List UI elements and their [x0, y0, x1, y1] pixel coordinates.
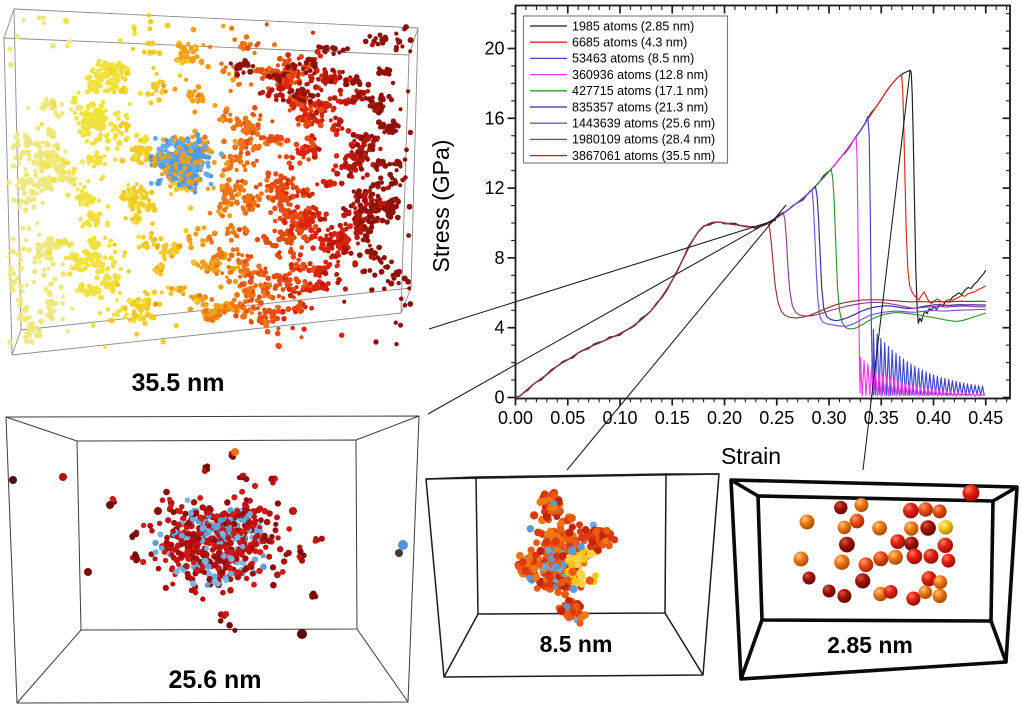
- plot-frame: [514, 4, 1011, 400]
- legend: 1985 atoms (2.85 nm) 6685 atoms (4.3 nm) 5…: [522, 15, 729, 164]
- x-tick-label: 0.05: [550, 408, 585, 428]
- panel-8.5nm: 8.5 nm: [425, 473, 720, 678]
- x-axis-label: Strain: [721, 443, 781, 469]
- x-tick-label: 0.15: [655, 408, 690, 428]
- y-tick-label: 4: [494, 318, 504, 338]
- legend-label: 3867061 atoms (35.5 nm): [572, 149, 715, 163]
- axis-tick-labels: 0.00 0.05 0.10 0.15 0.20 0.25 0.30 0.35 0.40 0.45…: [484, 39, 1003, 429]
- panel-label-2.85nm: 2.85 nm: [827, 632, 913, 658]
- panel-2.85nm: 2.85 nm: [729, 478, 1019, 681]
- y-axis-label: Stress (GPa): [428, 140, 454, 273]
- legend-item: 1980109 atoms (28.4 nm): [530, 133, 715, 147]
- y-tick-label: 0: [494, 388, 504, 408]
- legend-item: 427715 atoms (17.1 nm): [530, 84, 708, 98]
- legend-item: 360936 atoms (12.8 nm): [530, 68, 708, 82]
- atoms-25.6nm: [9, 448, 408, 639]
- series-curves: [515, 69, 987, 399]
- legend-label: 1985 atoms (2.85 nm): [572, 19, 694, 33]
- y-tick-label: 12: [484, 178, 504, 198]
- legend-label: 360936 atoms (12.8 nm): [572, 68, 708, 82]
- atoms-8.5nm: [514, 488, 619, 627]
- legend-label: 835357 atoms (21.3 nm): [572, 100, 708, 114]
- legend-item: 1443639 atoms (25.6 nm): [530, 117, 715, 131]
- wireframe-box-25.6nm: [5, 415, 420, 704]
- series-curve-8: [515, 221, 986, 399]
- atoms-2.85nm: [793, 484, 980, 606]
- x-tick-label: 0.40: [916, 408, 951, 428]
- atoms-35.5nm: [6, 13, 414, 350]
- x-tick-label: 0.45: [968, 408, 1003, 428]
- legend-label: 427715 atoms (17.1 nm): [572, 84, 708, 98]
- series-curve-4: [515, 168, 986, 399]
- legend-item: 835357 atoms (21.3 nm): [530, 100, 708, 114]
- legend-label: 6685 atoms (4.3 nm): [572, 36, 687, 50]
- panel-label-35.5nm: 35.5 nm: [131, 369, 224, 397]
- x-tick-label: 0.25: [759, 408, 794, 428]
- x-tick-label: 0.20: [707, 408, 742, 428]
- legend-label: 53463 atoms (8.5 nm): [572, 52, 694, 66]
- panel-25.6nm: 25.6 nm: [5, 415, 420, 704]
- legend-item: 6685 atoms (4.3 nm): [530, 36, 687, 50]
- y-tick-label: 20: [484, 39, 504, 59]
- callout-lines: [427, 70, 911, 471]
- y-tick-label: 8: [494, 248, 504, 268]
- legend-item: 3867061 atoms (35.5 nm): [530, 149, 715, 163]
- y-tick-label: 16: [484, 108, 504, 128]
- legend-label: 1443639 atoms (25.6 nm): [572, 117, 715, 131]
- x-tick-label: 0.30: [811, 408, 846, 428]
- wireframe-box-8.5nm: [425, 473, 720, 678]
- x-tick-label: 0.35: [864, 408, 899, 428]
- x-tick-label: 0.10: [602, 408, 637, 428]
- panel-label-8.5nm: 8.5 nm: [540, 631, 613, 657]
- legend-label: 1980109 atoms (28.4 nm): [572, 133, 715, 147]
- legend-item: 1985 atoms (2.85 nm): [530, 19, 694, 33]
- stress-strain-plot: 0.00 0.05 0.10 0.15 0.20 0.25 0.30 0.35 0.40 0.45…: [428, 4, 1011, 469]
- panel-label-25.6nm: 25.6 nm: [168, 666, 261, 694]
- x-tick-label: 0.00: [498, 408, 533, 428]
- legend-item: 53463 atoms (8.5 nm): [530, 52, 694, 66]
- wireframe-box-2.85nm: [729, 478, 1019, 681]
- axis-ticks: [507, 5, 1010, 406]
- panel-35.5nm: 35.5 nm: [3, 8, 419, 397]
